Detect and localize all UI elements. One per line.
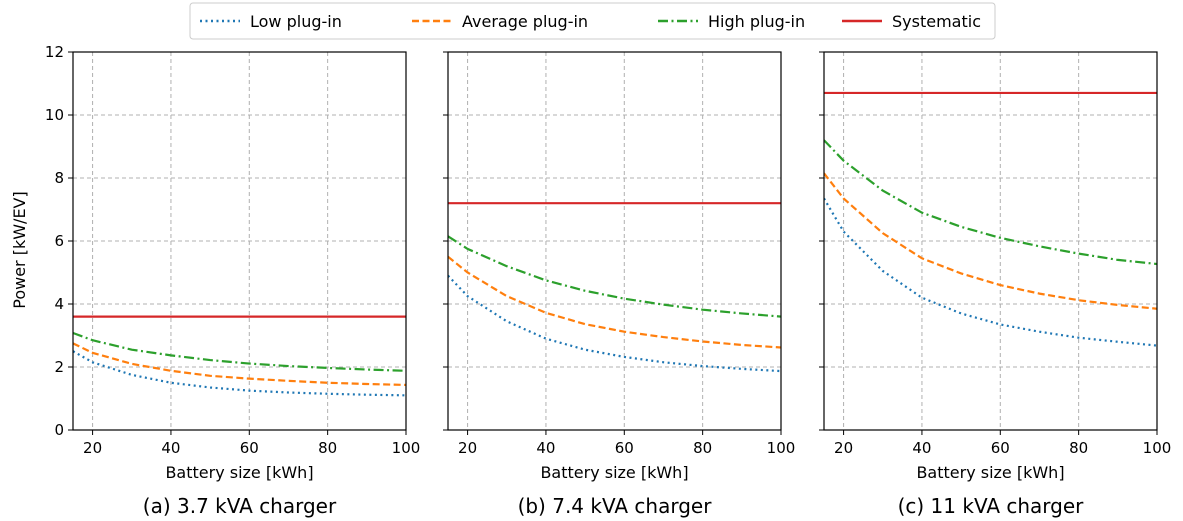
series-line-average-plug-in — [73, 342, 406, 387]
y-tick-label: 12 — [45, 43, 64, 61]
x-tick-label: 80 — [318, 439, 337, 457]
series-line-average-plug-in — [824, 172, 1157, 310]
x-axis-label: Battery size [kWh] — [165, 463, 313, 482]
x-tick-label: 60 — [240, 439, 259, 457]
series-line-low-plug-in — [73, 350, 406, 397]
legend-label: Systematic — [892, 12, 981, 31]
legend-box — [189, 2, 996, 40]
panel-caption: (b) 7.4 kVA charger — [518, 494, 713, 518]
legend-label: Low plug-in — [250, 12, 342, 31]
legend-label: High plug-in — [708, 12, 805, 31]
y-tick-label: 4 — [54, 295, 64, 313]
x-tick-label: 100 — [1143, 439, 1172, 457]
panel-2: 20 40 60 80 100 Battery size [kWh] (b) 7.4 kVA… — [443, 51, 796, 518]
panels: 20 40 60 80 100 0 2 4 6 8 10 12 Battery size [kWh] (a… — [45, 43, 1171, 518]
x-tick-label: 80 — [1069, 439, 1088, 457]
panel-caption: (a) 3.7 kVA charger — [143, 494, 337, 518]
x-tick-label: 100 — [392, 439, 421, 457]
x-tick-label: 20 — [834, 439, 853, 457]
legend-label: Average plug-in — [462, 12, 588, 31]
series-line-average-plug-in — [448, 255, 781, 349]
y-tick-label: 2 — [54, 358, 64, 376]
series-line-low-plug-in — [448, 274, 781, 373]
y-tick-label: 10 — [45, 106, 64, 124]
y-tick-label: 8 — [54, 169, 64, 187]
x-tick-label: 100 — [767, 439, 796, 457]
y-tick-label: 6 — [54, 232, 64, 250]
x-tick-label: 40 — [536, 439, 555, 457]
series-line-low-plug-in — [824, 197, 1157, 347]
x-tick-label: 40 — [912, 439, 931, 457]
x-tick-label: 80 — [693, 439, 712, 457]
legend: Low plug-in Average plug-in High plug-in Sy… — [189, 2, 996, 40]
series-line-high-plug-in — [824, 139, 1157, 266]
x-tick-label: 20 — [83, 439, 102, 457]
panel-1: 20 40 60 80 100 0 2 4 6 8 10 12 Battery size [kWh] (a… — [45, 43, 420, 518]
x-axis-label: Battery size [kWh] — [540, 463, 688, 482]
x-tick-label: 20 — [458, 439, 477, 457]
y-axis-label: Power [kW/EV] — [10, 191, 29, 308]
series-line-high-plug-in — [448, 235, 781, 318]
panel-3: 20 40 60 80 100 Battery size [kWh] (c) 11 kVA … — [819, 51, 1172, 518]
x-axis-label: Battery size [kWh] — [916, 463, 1064, 482]
x-tick-label: 60 — [991, 439, 1010, 457]
x-tick-label: 40 — [161, 439, 180, 457]
y-tick-label: 0 — [54, 421, 64, 439]
series-line-high-plug-in — [73, 331, 406, 372]
x-tick-label: 60 — [615, 439, 634, 457]
panel-caption: (c) 11 kVA charger — [898, 494, 1085, 518]
